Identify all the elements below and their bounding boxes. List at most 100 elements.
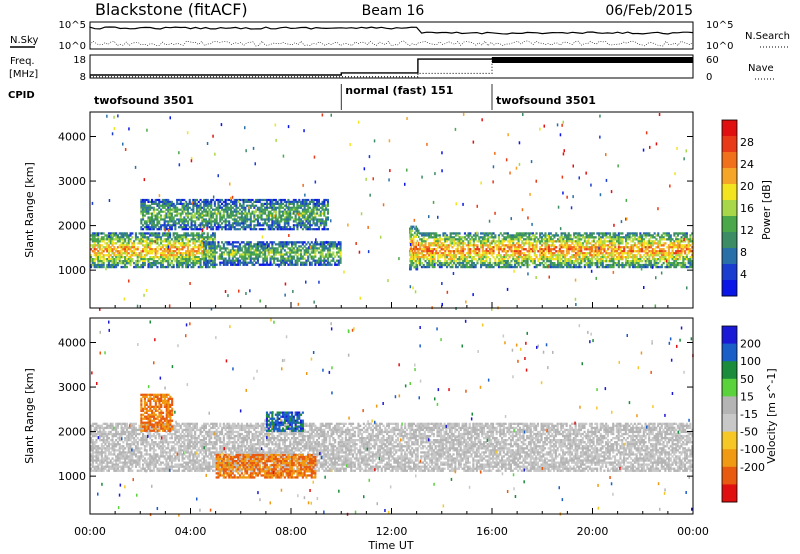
heatmap-cell xyxy=(185,206,188,209)
heatmap-cell xyxy=(267,218,270,221)
heatmap-cell xyxy=(228,224,231,227)
heatmap-cell xyxy=(323,200,326,203)
heatmap-cell xyxy=(456,262,459,265)
heatmap-cell xyxy=(531,234,534,237)
heatmap-cell xyxy=(508,254,511,257)
heatmap-cell xyxy=(167,256,170,259)
heatmap-cell xyxy=(312,220,315,223)
heatmap-cell xyxy=(285,216,288,219)
heatmap-cell xyxy=(179,202,182,205)
heatmap-cell xyxy=(271,200,274,203)
heatmap-cell xyxy=(526,238,529,241)
heatmap-cell xyxy=(641,246,644,249)
heatmap-cell xyxy=(675,250,678,253)
heatmap-cell xyxy=(337,259,340,262)
heatmap-cell xyxy=(274,214,277,217)
heatmap-cell xyxy=(635,246,638,249)
heatmap-cell xyxy=(444,240,447,243)
heatmap-cell xyxy=(262,257,265,260)
heatmap-cell xyxy=(621,236,624,239)
heatmap-cell xyxy=(596,254,599,257)
heatmap-cell xyxy=(465,258,468,261)
heatmap-cell xyxy=(102,262,105,265)
heatmap-cell xyxy=(316,222,319,225)
heatmap-cell xyxy=(508,265,511,269)
heatmap-cell xyxy=(308,247,311,250)
heatmap-cell xyxy=(596,250,599,253)
heatmap-cell xyxy=(644,248,647,251)
heatmap-cell xyxy=(428,262,431,265)
heatmap-cell xyxy=(242,206,245,209)
heatmap-cell xyxy=(210,220,213,223)
heatmap-cell xyxy=(607,244,610,247)
heatmap-cell xyxy=(608,232,611,235)
heatmap-cell xyxy=(682,244,685,247)
heatmap-cell xyxy=(323,257,326,260)
heatmap-cell xyxy=(508,236,511,239)
heatmap-cell xyxy=(506,263,509,267)
heatmap-cell xyxy=(637,242,640,245)
heatmap-cell xyxy=(675,252,678,255)
heatmap-cell xyxy=(462,263,465,267)
heatmap-cell xyxy=(267,212,270,215)
heatmap-cell xyxy=(472,263,475,267)
heatmap-cell xyxy=(578,263,581,267)
heatmap-cell xyxy=(303,226,306,229)
heatmap-cell xyxy=(120,234,123,237)
heatmap-cell xyxy=(109,234,112,237)
heatmap-cell xyxy=(208,218,211,221)
heatmap-cell xyxy=(161,260,164,263)
heatmap-cell xyxy=(619,246,622,249)
heatmap-cell xyxy=(687,265,690,269)
heatmap-cell xyxy=(204,245,207,248)
heatmap-cell xyxy=(573,246,576,249)
heatmap-cell xyxy=(260,216,263,219)
heatmap-cell xyxy=(176,208,179,211)
heatmap-cell xyxy=(420,250,423,253)
heatmap-cell xyxy=(213,247,216,250)
heatmap-cell xyxy=(303,202,306,205)
heatmap-cell xyxy=(181,238,184,241)
heatmap-cell xyxy=(185,226,188,229)
heatmap-cell xyxy=(231,243,234,246)
heatmap-cell xyxy=(303,261,306,264)
heatmap-cell xyxy=(481,258,484,261)
heatmap-cell xyxy=(285,210,288,213)
heatmap-cell xyxy=(303,218,306,221)
heatmap-cell xyxy=(480,258,483,261)
heatmap-cell xyxy=(546,248,549,251)
heatmap-cell xyxy=(134,265,137,269)
heatmap-cell xyxy=(183,216,186,219)
heatmap-cell xyxy=(228,214,231,217)
heatmap-cell xyxy=(271,218,274,221)
heatmap-cell xyxy=(170,208,173,211)
heatmap-cell xyxy=(95,244,98,247)
heatmap-cell xyxy=(142,256,145,259)
heatmap-cell xyxy=(548,248,551,251)
heatmap-cell xyxy=(190,220,193,223)
heatmap-cell xyxy=(417,249,420,253)
heatmap-cell xyxy=(323,261,326,264)
heatmap-cell xyxy=(508,244,511,247)
heatmap-cell xyxy=(197,210,200,213)
heatmap-cell xyxy=(163,198,166,202)
heatmap-cell xyxy=(337,249,340,252)
heatmap-cell xyxy=(426,250,429,253)
heatmap-cell xyxy=(508,240,511,243)
heatmap-cell xyxy=(574,246,577,249)
heatmap-cell xyxy=(669,254,672,257)
heatmap-cell xyxy=(292,220,295,223)
heatmap-cell xyxy=(203,263,206,266)
heatmap-cell xyxy=(283,210,286,213)
heatmap-cell xyxy=(314,208,317,211)
heatmap-cell xyxy=(562,236,565,239)
heatmap-cell xyxy=(465,256,468,259)
heatmap-cell xyxy=(528,244,531,247)
heatmap-cell xyxy=(548,263,551,267)
heatmap-cell xyxy=(417,253,420,257)
heatmap-cell xyxy=(219,226,222,229)
heatmap-cell xyxy=(244,220,247,223)
heatmap-cell xyxy=(233,241,236,244)
heatmap-cell xyxy=(467,236,470,239)
heatmap-cell xyxy=(585,242,588,245)
